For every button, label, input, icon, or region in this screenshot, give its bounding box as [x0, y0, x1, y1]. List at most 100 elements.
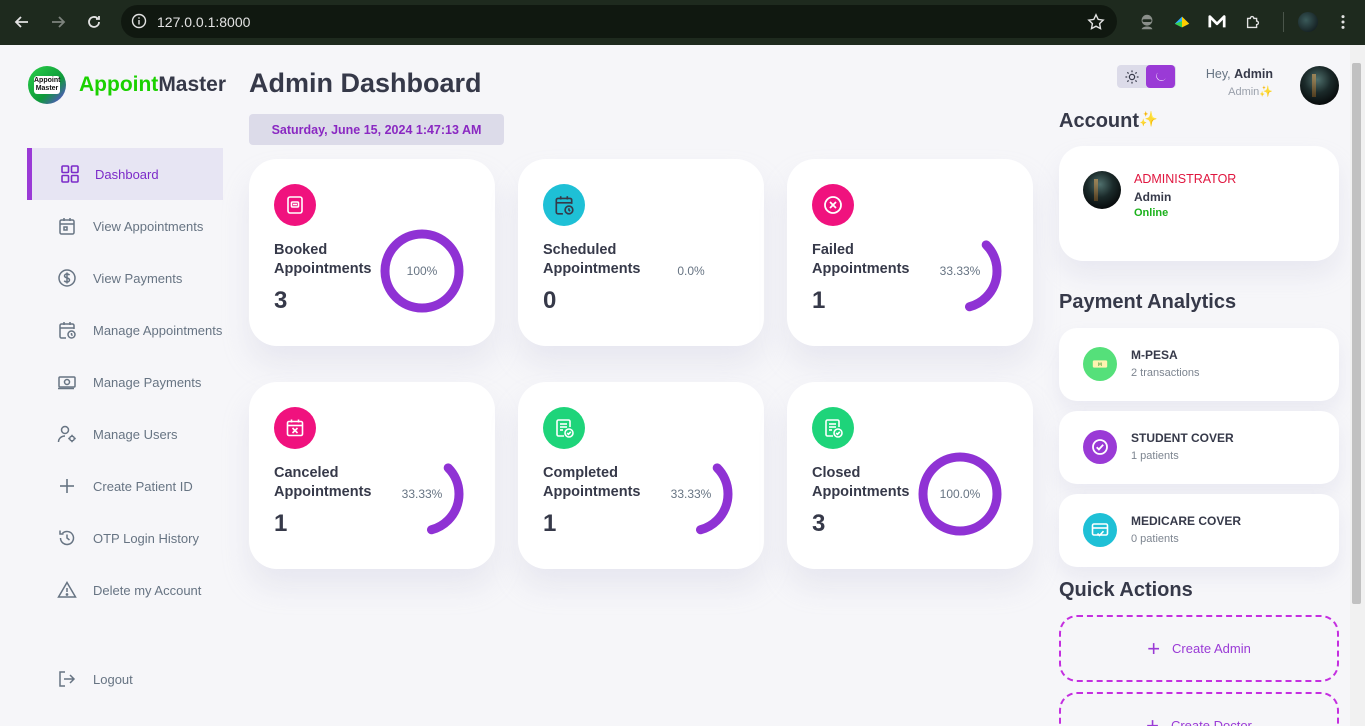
stat-card-count: 3 [812, 510, 826, 537]
scrollbar-thumb[interactable] [1352, 63, 1361, 604]
sidebar-item-manage-payments[interactable]: Manage Payments [27, 356, 223, 408]
payment-item-m-pesa[interactable]: M M-PESA 2 transactions [1059, 328, 1339, 401]
sidebar-item-view-payments[interactable]: View Payments [27, 252, 223, 304]
account-status: Online [1134, 207, 1169, 219]
sidebar-item-create-patient-id[interactable]: Create Patient ID [27, 460, 223, 512]
sidebar-item-label: View Appointments [93, 218, 204, 234]
quick-actions-title: Quick Actions [1059, 579, 1193, 601]
back-icon[interactable] [11, 11, 33, 33]
payment-item-name: M-PESA [1131, 348, 1178, 362]
sidebar-item-otp-login-history[interactable]: OTP Login History [27, 512, 223, 564]
kebab-menu-icon[interactable] [1333, 12, 1353, 32]
account-title-text: Account [1059, 110, 1139, 132]
stat-card-label: Canceled Appointments [274, 465, 372, 500]
sidebar-item-delete-my-account[interactable]: Delete my Account [27, 564, 223, 616]
theme-toggle[interactable] [1117, 65, 1176, 88]
progress-percent: 0.0% [677, 264, 705, 278]
sidebar-item-dashboard[interactable]: Dashboard [27, 148, 223, 200]
progress-percent: 33.33% [670, 487, 712, 501]
progress-ring [918, 452, 1002, 536]
logo-badge-text: Appoint Master [34, 76, 61, 94]
logout-button[interactable]: Logout [27, 653, 223, 705]
stat-card-booked-appointments[interactable]: Booked Appointments 3 100% [249, 159, 495, 346]
stat-card-canceled-appointments[interactable]: Canceled Appointments 1 33.33% [249, 382, 495, 569]
progress-ring-arc [918, 452, 1002, 536]
logo-mark-icon: Appoint Master [28, 66, 66, 104]
list-check-icon [812, 407, 854, 449]
sidebar-item-label: OTP Login History [93, 530, 199, 546]
stat-card-completed-appointments[interactable]: Completed Appointments 1 33.33% [518, 382, 764, 569]
payment-item-student-cover[interactable]: STUDENT COVER 1 patients [1059, 411, 1339, 484]
calendar-clock-icon [543, 184, 585, 226]
list-check-icon [543, 407, 585, 449]
forward-icon[interactable] [47, 11, 69, 33]
user-gear-icon [56, 423, 78, 445]
datetime-display: Saturday, June 15, 2024 1:47:13 AM [249, 114, 504, 145]
create-admin-button[interactable]: + Create Admin [1059, 615, 1339, 682]
app-name: AppointMaster [79, 73, 226, 97]
payment-item-medicare-cover[interactable]: MEDICARE COVER 0 patients [1059, 494, 1339, 567]
greeting-user-name: Admin [1234, 67, 1273, 81]
extension-m-icon[interactable] [1207, 12, 1227, 32]
stat-card-count: 0 [543, 287, 557, 314]
progress-ring-arc [649, 452, 733, 536]
dark-mode-icon[interactable] [1146, 65, 1175, 88]
profile-avatar[interactable] [1298, 12, 1318, 32]
quick-action-label: Create Doctor [1170, 718, 1252, 726]
extension-color-icon[interactable] [1172, 12, 1192, 32]
progress-percent: 100.0% [939, 487, 981, 501]
stat-card-scheduled-appointments[interactable]: Scheduled Appointments 0 0.0% [518, 159, 764, 346]
bookmark-star-icon[interactable] [1087, 13, 1105, 31]
payment-item-count: 1 patients [1131, 450, 1179, 462]
address-bar[interactable]: 127.0.0.1:8000 [121, 5, 1117, 38]
sidebar-item-label: Manage Payments [93, 374, 202, 390]
stat-card-count: 3 [274, 287, 288, 314]
account-avatar [1083, 171, 1121, 209]
extension-spy-icon[interactable] [1137, 12, 1157, 32]
light-mode-icon[interactable] [1117, 65, 1146, 88]
stat-card-count: 1 [274, 510, 288, 537]
reload-icon[interactable] [83, 11, 105, 33]
calendar-icon [56, 215, 78, 237]
user-avatar[interactable] [1300, 66, 1339, 105]
warning-icon [56, 579, 78, 601]
progress-ring [380, 229, 464, 313]
sidebar-item-label: Delete my Account [93, 582, 202, 598]
extensions-puzzle-icon[interactable] [1243, 12, 1263, 32]
sparkle-icon: ✨ [1139, 111, 1158, 128]
stat-card-failed-appointments[interactable]: Failed Appointments 1 33.33% [787, 159, 1033, 346]
stat-card-label: Closed Appointments [812, 465, 910, 500]
app-logo[interactable]: Appoint Master AppointMaster [28, 66, 226, 104]
stat-card-label: Completed Appointments [543, 465, 641, 500]
progress-ring-arc [380, 452, 464, 536]
create-doctor-button[interactable]: + Create Doctor [1059, 692, 1339, 726]
sidebar-item-manage-users[interactable]: Manage Users [27, 408, 223, 460]
payment-item-count: 0 patients [1131, 533, 1179, 545]
stat-card-count: 1 [812, 287, 826, 314]
calendar-clock-icon [56, 319, 78, 341]
stat-card-closed-appointments[interactable]: Closed Appointments 3 100.0% [787, 382, 1033, 569]
progress-ring [380, 452, 464, 536]
account-title: Account✨ [1059, 110, 1158, 133]
stat-card-label: Booked Appointments [274, 242, 372, 277]
dollar-circle-icon [56, 267, 78, 289]
payment-analytics-title: Payment Analytics [1059, 291, 1237, 313]
greeting-text: Hey, [1205, 67, 1231, 81]
app-name-part2: Master [158, 73, 227, 96]
stat-card-count: 1 [543, 510, 557, 537]
sidebar-item-view-appointments[interactable]: View Appointments [27, 200, 223, 252]
stat-card-label: Scheduled Appointments [543, 242, 641, 277]
card-check-icon [1083, 513, 1117, 547]
grid-icon [59, 163, 81, 185]
sidebar-item-manage-appointments[interactable]: Manage Appointments [27, 304, 223, 356]
svg-text:M: M [1098, 362, 1102, 368]
sidebar-item-label: Create Patient ID [93, 478, 193, 494]
page-scrollbar[interactable] [1350, 45, 1365, 726]
account-card: ADMINISTRATOR Admin Online [1059, 146, 1339, 261]
sidebar-item-label: Manage Appointments [93, 322, 223, 338]
page-title: Admin Dashboard [249, 68, 482, 98]
url-text[interactable]: 127.0.0.1:8000 [157, 14, 251, 30]
history-icon [56, 527, 78, 549]
site-info-icon[interactable] [131, 13, 147, 29]
toolbar-divider [1283, 12, 1284, 32]
